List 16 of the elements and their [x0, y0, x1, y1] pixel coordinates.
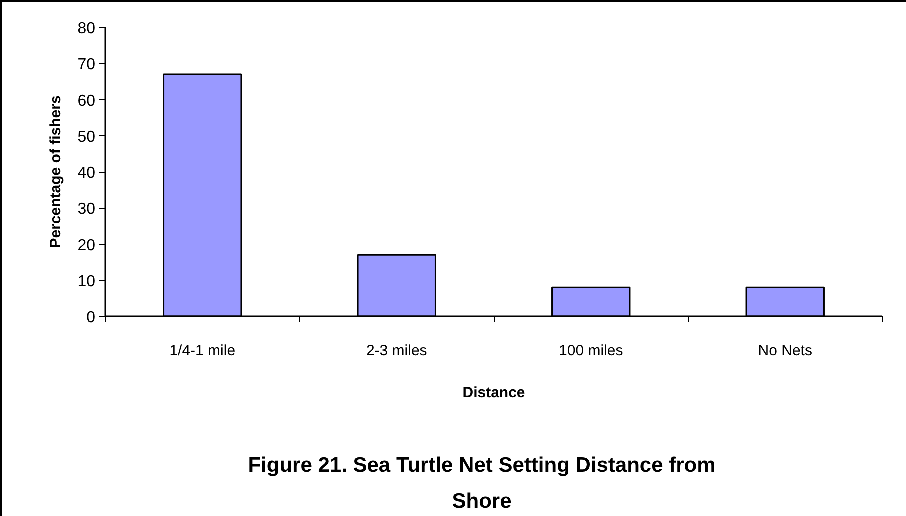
- y-tick-label: 50: [78, 128, 96, 146]
- y-tick-label: 40: [78, 165, 96, 182]
- y-tick-label: 70: [78, 56, 96, 74]
- y-tick-label: 30: [78, 201, 96, 218]
- y-axis-title: Percentage of fishers: [48, 96, 65, 248]
- chart-title: Figure 21. Sea Turtle Net Setting Distance from Shore: [247, 453, 717, 515]
- x-tick-label: 1/4-1 mile: [170, 342, 236, 360]
- y-tick-label: 10: [78, 273, 96, 290]
- y-tick-label: 60: [78, 92, 96, 110]
- x-tick-label: 2-3 miles: [366, 342, 428, 360]
- y-tick-label: 0: [86, 310, 96, 326]
- y-tick-label: 20: [78, 237, 96, 254]
- x-axis-title: Distance: [462, 384, 526, 402]
- y-tick-label: 80: [78, 20, 96, 38]
- x-tick-label: No Nets: [758, 342, 812, 360]
- x-tick-label: 100 miles: [559, 342, 624, 360]
